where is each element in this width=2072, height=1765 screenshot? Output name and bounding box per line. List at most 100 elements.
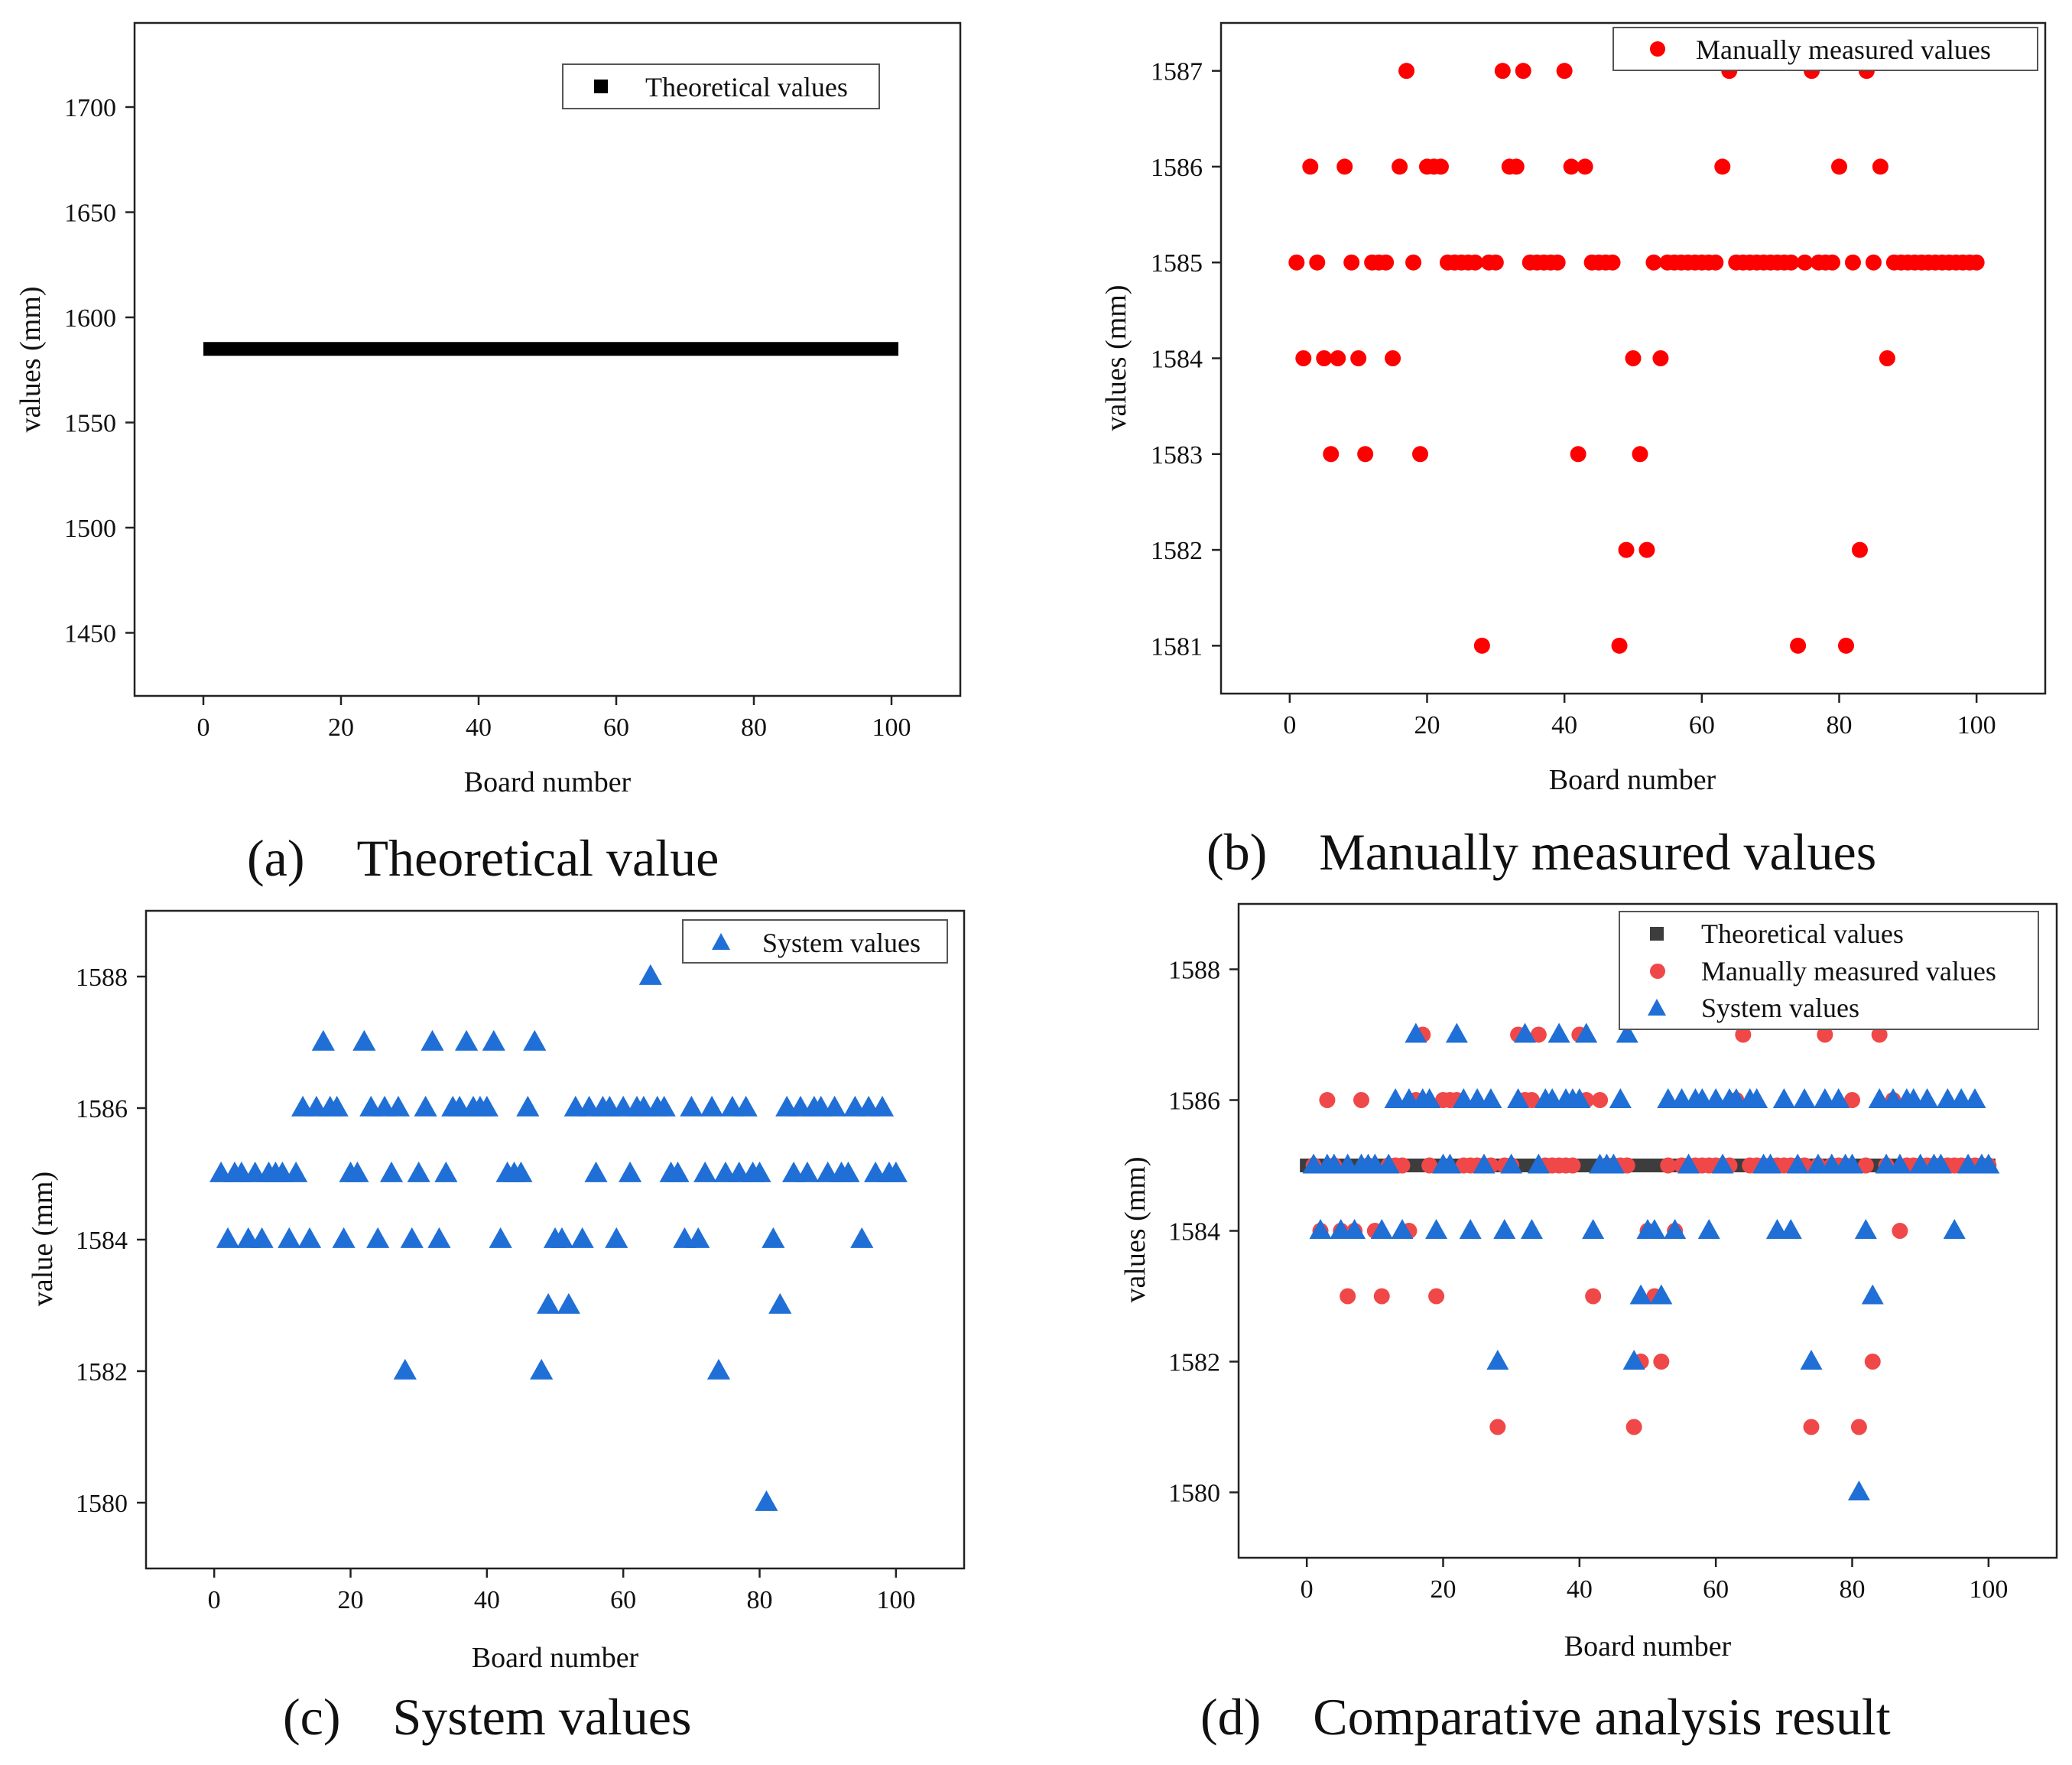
- data-point-circle: [1340, 1288, 1356, 1305]
- data-point-triangle: [1507, 1088, 1530, 1108]
- data-point-triangle: [1746, 1088, 1768, 1108]
- legend-marker-triangle: [712, 933, 730, 950]
- y-tick-label: 1700: [64, 94, 116, 122]
- data-point-triangle: [278, 1227, 301, 1248]
- data-point-circle: [1563, 158, 1580, 175]
- legend-label-theoretical: Theoretical values: [1701, 918, 1904, 949]
- panel-c-system: 0 20 40 60 80 100 1580 1582 1584 1586 1588 Board n…: [27, 909, 966, 1746]
- data-point-triangle: [1548, 1022, 1570, 1043]
- data-point-triangle: [366, 1227, 390, 1248]
- data-point-triangle: [1861, 1284, 1884, 1305]
- data-point-circle: [1871, 1026, 1888, 1043]
- y-tick-label: 1650: [64, 200, 116, 228]
- x-tick-label: 0: [208, 1586, 221, 1614]
- data-point-circle: [1487, 254, 1504, 271]
- data-point-circle: [1864, 1354, 1881, 1370]
- x-tick-label: 0: [197, 713, 210, 742]
- data-point-triangle: [530, 1358, 554, 1380]
- data-point-triangle: [700, 1095, 724, 1117]
- data-point-triangle: [823, 1095, 846, 1117]
- data-point-triangle: [1779, 1219, 1802, 1239]
- x-tick-label: 100: [1969, 1575, 2008, 1604]
- data-point-circle: [1295, 350, 1312, 366]
- data-point-circle: [1625, 350, 1642, 366]
- x-tick-label: 0: [1301, 1575, 1314, 1604]
- legend-box: [562, 63, 880, 109]
- data-point-circle: [1892, 1223, 1908, 1239]
- data-point-triangle: [1793, 1088, 1816, 1108]
- data-point-triangle: [1616, 1022, 1638, 1043]
- panel-b-manual: 0 20 40 60 80 100 1581 1582 1583 1584 1585 1586 1587…: [1100, 21, 2047, 881]
- x-tick-label: 20: [1431, 1575, 1457, 1604]
- data-point-circle: [1645, 254, 1662, 271]
- data-point-triangle: [489, 1227, 512, 1248]
- data-point-triangle: [393, 1358, 417, 1380]
- data-point-circle: [1489, 1419, 1506, 1435]
- data-point-triangle: [768, 1292, 792, 1314]
- data-point-triangle: [1800, 1350, 1823, 1370]
- y-tick-label: 1585: [1151, 249, 1203, 278]
- x-tick-label: 80: [747, 1586, 773, 1614]
- data-point-circle: [1817, 1026, 1833, 1043]
- y-tick-label: 1581: [1151, 632, 1203, 661]
- panel-a-theoretical: 0 20 40 60 80 100 1450 1500 1550 1600 1650 1700 Boa…: [15, 21, 962, 887]
- y-axis-title: values (mm): [15, 286, 47, 432]
- data-point-triangle: [762, 1227, 785, 1248]
- data-point-circle: [1515, 63, 1531, 80]
- panel-caption: (c) System values: [283, 1688, 691, 1746]
- data-point-circle: [1428, 1288, 1445, 1305]
- data-point-triangle: [1977, 1153, 2000, 1174]
- data-point-triangle: [1650, 1284, 1673, 1305]
- data-point-triangle: [687, 1227, 710, 1248]
- data-point-circle: [1353, 1092, 1369, 1108]
- data-point-triangle: [619, 1161, 642, 1182]
- data-point-triangle: [755, 1490, 778, 1511]
- data-point-triangle: [332, 1227, 356, 1248]
- data-point-circle: [1585, 1288, 1602, 1305]
- data-point-circle: [1592, 1092, 1609, 1108]
- legend-label: Manually measured values: [1696, 34, 1991, 65]
- data-point-triangle: [1602, 1153, 1625, 1174]
- data-point-triangle: [421, 1029, 444, 1051]
- data-point-circle: [1735, 1026, 1752, 1043]
- data-point-triangle: [325, 1095, 349, 1117]
- data-point-circle: [1309, 254, 1326, 271]
- data-point-circle: [1302, 158, 1319, 175]
- data-point-circle: [1707, 254, 1724, 271]
- data-point-triangle: [1929, 1153, 1952, 1174]
- y-tick-label: 1582: [1168, 1349, 1220, 1377]
- data-point-circle: [1968, 254, 1985, 271]
- data-point-circle: [1316, 350, 1333, 366]
- data-point-circle: [1378, 254, 1395, 271]
- data-point-triangle: [1370, 1219, 1393, 1239]
- data-point-triangle: [680, 1095, 703, 1117]
- data-point-triangle: [638, 964, 662, 985]
- data-point-circle: [1323, 446, 1340, 463]
- data-point-triangle: [1643, 1219, 1666, 1239]
- y-tick-label: 1586: [76, 1095, 128, 1123]
- legend-box: [1619, 911, 2039, 1030]
- data-point-triangle: [1343, 1219, 1366, 1239]
- y-tick-label: 1587: [1151, 58, 1203, 86]
- y-tick-label: 1584: [1168, 1218, 1220, 1247]
- data-point-triangle: [605, 1227, 628, 1248]
- x-tick-label: 100: [876, 1586, 915, 1614]
- data-point-triangle: [1575, 1022, 1598, 1043]
- x-tick-label: 40: [1551, 711, 1577, 739]
- data-point-triangle: [884, 1161, 908, 1182]
- legend: System values: [682, 919, 948, 964]
- data-point-circle: [1556, 63, 1573, 80]
- data-point-circle: [1319, 1092, 1336, 1108]
- data-point-circle: [1350, 350, 1367, 366]
- data-point-triangle: [482, 1029, 505, 1051]
- data-point-triangle: [1486, 1350, 1509, 1370]
- data-point-triangle: [523, 1029, 547, 1051]
- x-tick-label: 100: [1957, 711, 1996, 739]
- x-tick-label: 100: [872, 713, 911, 742]
- data-point-circle: [1652, 350, 1669, 366]
- data-point-circle: [1653, 1354, 1670, 1370]
- data-point-circle: [1851, 541, 1868, 558]
- y-tick-label: 1583: [1151, 441, 1203, 470]
- data-point-triangle: [836, 1161, 860, 1182]
